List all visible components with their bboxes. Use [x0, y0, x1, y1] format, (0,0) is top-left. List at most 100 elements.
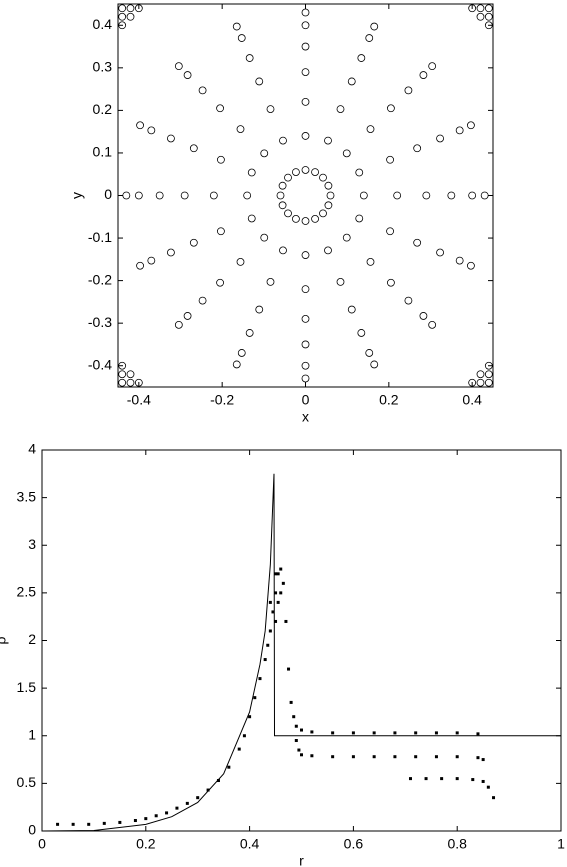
point	[301, 285, 310, 294]
point	[301, 251, 310, 259]
point	[260, 233, 269, 242]
point	[102, 821, 106, 825]
point	[289, 700, 293, 704]
point	[297, 748, 301, 752]
x-tick-label: 0.4	[240, 836, 260, 852]
x-tick-label: 1	[557, 836, 565, 852]
point	[301, 68, 310, 76]
point	[476, 370, 485, 379]
point	[118, 12, 127, 21]
point	[393, 191, 402, 200]
point	[347, 77, 356, 86]
point	[301, 374, 310, 383]
point	[484, 21, 493, 30]
point	[236, 125, 245, 134]
point	[237, 349, 246, 357]
point	[237, 747, 241, 751]
point	[154, 814, 158, 818]
x-tick-label: 0.2	[136, 836, 156, 852]
point	[266, 643, 270, 647]
point	[118, 370, 127, 379]
y-tick-label: 0.2	[93, 101, 113, 117]
point	[266, 105, 275, 114]
point	[365, 34, 374, 42]
point	[336, 277, 345, 286]
point	[167, 134, 175, 143]
point	[268, 600, 272, 604]
y-tick-label: -0.2	[88, 271, 112, 287]
point	[484, 4, 493, 13]
point	[183, 71, 192, 79]
point	[258, 677, 262, 681]
point	[287, 667, 291, 671]
x-tick-label: -0.2	[210, 392, 234, 408]
x-tick-label: 0.2	[379, 392, 399, 408]
point	[274, 572, 278, 576]
point	[342, 149, 351, 158]
point	[419, 312, 428, 320]
point	[408, 777, 412, 781]
y-tick-label: 1.5	[17, 679, 37, 695]
x-tick-label: 0.6	[344, 836, 364, 852]
point	[301, 132, 310, 140]
point	[260, 149, 269, 158]
point	[236, 257, 245, 266]
plot-frame	[117, 3, 494, 388]
point	[284, 209, 292, 218]
point	[136, 261, 144, 270]
point	[165, 811, 169, 815]
point	[419, 71, 428, 79]
point	[447, 191, 456, 200]
point	[216, 104, 224, 113]
point	[292, 215, 300, 223]
point	[232, 360, 241, 369]
point	[414, 755, 418, 759]
point	[183, 312, 192, 320]
y-tick-label: 0	[104, 186, 112, 202]
point	[126, 12, 135, 21]
point	[247, 168, 256, 177]
plot: 0 0.2 0.4 0.6 0.8 1 0 0.5 1 1.5 2 2.5 3 3.5 4 r ρ	[0, 441, 565, 867]
point	[393, 755, 397, 759]
point	[468, 4, 477, 13]
point	[206, 788, 210, 792]
point	[189, 238, 198, 247]
point	[118, 21, 127, 30]
point	[484, 378, 493, 387]
y-tick-label: 2.5	[17, 584, 37, 600]
point	[301, 21, 310, 30]
point	[319, 173, 327, 182]
point	[476, 12, 485, 21]
point	[216, 779, 220, 783]
point	[324, 181, 333, 190]
point	[366, 257, 375, 266]
point	[393, 731, 397, 735]
y-axis-label: ρ	[0, 636, 9, 644]
point	[301, 217, 310, 225]
y-tick-label: -0.3	[88, 314, 112, 330]
point	[300, 753, 303, 757]
point	[486, 785, 490, 789]
point	[404, 296, 413, 305]
point	[386, 227, 394, 236]
y-tick-label: 3	[28, 536, 36, 552]
y-tick-label: 0.3	[93, 59, 113, 75]
point	[126, 4, 135, 13]
point	[242, 734, 246, 738]
point	[455, 777, 459, 781]
point	[324, 201, 333, 210]
point	[428, 62, 437, 71]
point	[414, 731, 418, 735]
point	[468, 191, 477, 200]
point	[126, 370, 135, 379]
point	[71, 822, 75, 826]
point	[357, 329, 366, 337]
point	[294, 724, 298, 728]
point	[319, 209, 327, 218]
y-tick-label: 0.5	[17, 774, 37, 790]
point	[372, 731, 376, 735]
point	[370, 360, 379, 369]
point	[471, 778, 475, 782]
x-tick-label: -0.4	[127, 392, 151, 408]
point	[133, 819, 137, 823]
